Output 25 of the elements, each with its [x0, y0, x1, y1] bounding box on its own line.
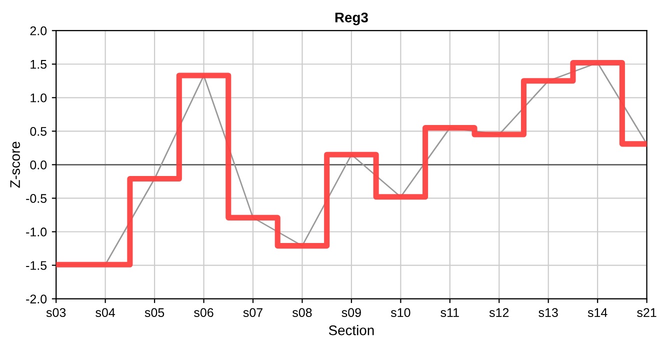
x-tick-label: s10 [390, 308, 410, 318]
y-tick-label: -1.0 [26, 228, 47, 236]
chart-title: Reg3 [335, 12, 368, 26]
y-tick-label: 2.0 [30, 26, 47, 36]
y-tick-label: 1.0 [30, 93, 47, 102]
x-tick-label: s21 [637, 308, 656, 318]
x-tick-label: s13 [538, 308, 558, 318]
x-tick-label: s06 [194, 308, 214, 318]
y-tick-label: -1.5 [26, 261, 47, 270]
x-tick-label: s04 [96, 308, 116, 318]
x-axis-title: Section [328, 325, 374, 336]
x-tick-label: s08 [292, 308, 312, 318]
y-tick-label: -0.5 [26, 194, 47, 203]
x-tick-label: s11 [440, 308, 459, 318]
x-tick-label: s07 [243, 308, 262, 318]
x-tick-label: s12 [489, 308, 509, 318]
x-tick-label: s09 [342, 308, 361, 318]
y-tick-label: 0.0 [30, 160, 47, 170]
x-tick-label: s05 [144, 308, 164, 318]
y-tick-label: -2.0 [26, 294, 47, 304]
x-tick-label: s03 [46, 308, 66, 318]
x-tick-label: s14 [588, 308, 608, 318]
y-axis-title: Z-score [10, 142, 20, 188]
y-tick-label: 1.5 [30, 60, 47, 69]
y-tick-label: 0.5 [30, 126, 47, 136]
